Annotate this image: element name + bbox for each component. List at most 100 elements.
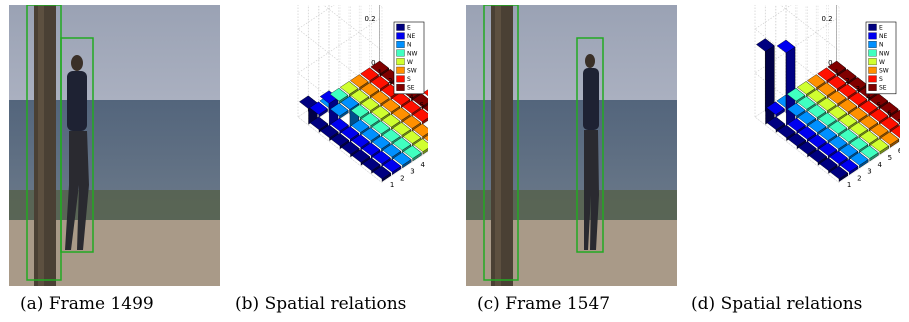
legend-label-SE: SE — [879, 85, 887, 92]
caption-d: (d) Spatial relations — [691, 294, 862, 314]
x-tick-label: 2 — [388, 77, 392, 85]
x-tick-label: 7 — [898, 118, 900, 126]
bar-NW-row5 — [828, 120, 848, 137]
legend-swatch-NW — [396, 49, 405, 57]
bar-W-row6 — [392, 122, 411, 139]
legend-swatch-S — [396, 75, 405, 83]
bar-NE-row8 — [382, 158, 402, 176]
legend-swatch-N — [396, 41, 405, 48]
y-tick-label: 6 — [898, 147, 900, 155]
frame-1547-image — [466, 5, 677, 286]
legend-label-SE: SE — [407, 85, 415, 92]
bar-S-row1 — [360, 67, 379, 84]
bar-NE-row8 — [839, 158, 859, 176]
caption-b-label: (b) — [235, 294, 260, 314]
legend-swatch-N — [868, 41, 877, 48]
bar-SW-row1 — [350, 74, 369, 91]
z-gridline — [297, 0, 383, 95]
spatial-relations-chart-b: 00.20.40.60.81234567812345678ENENNWWSWSS… — [248, 0, 466, 285]
x-tick-label: 1 — [835, 69, 839, 77]
caption-d-text: Spatial relations — [720, 294, 863, 314]
legend: ENE NNW W SWS SE — [393, 21, 425, 95]
legend-label-N: N — [879, 42, 884, 49]
y-tick-label: 1 — [390, 181, 394, 189]
bar-NE-row5 — [351, 134, 370, 151]
x-tick-label: 4 — [409, 93, 414, 101]
bar-W-row1 — [339, 81, 359, 98]
legend-label-E: E — [407, 25, 411, 32]
legend-label-W: W — [879, 59, 885, 66]
y-tick-label: 3 — [867, 168, 871, 176]
legend-label-S: S — [407, 76, 411, 83]
bar-NE-row1 — [766, 101, 785, 118]
caption-a-text: Frame 1499 — [48, 294, 154, 314]
legend-label-NE: NE — [407, 33, 415, 40]
z-tick-label: 0 — [828, 59, 832, 67]
legend-label-NW: NW — [879, 50, 889, 57]
caption-b: (b) Spatial relations — [235, 294, 406, 314]
caption-c-text: Frame 1547 — [505, 294, 611, 314]
caption-d-label: (d) — [691, 294, 716, 314]
legend-swatch-SW — [868, 66, 877, 74]
caption-c-label: (c) — [477, 294, 500, 314]
y-tick-label: 3 — [410, 168, 414, 176]
legend-swatch-S — [868, 75, 877, 83]
bar-N-row4 — [808, 119, 827, 136]
bar-SW-row4 — [838, 98, 858, 116]
legend-swatch-SE — [396, 84, 405, 91]
bar-E-row6 — [808, 149, 828, 166]
bar-E-row1 — [756, 38, 775, 125]
legend-swatch-E — [868, 23, 877, 31]
legend-label-S: S — [879, 76, 883, 83]
legend-label-W: W — [407, 59, 413, 66]
y-tick-label: 2 — [857, 174, 861, 182]
z-gridline — [754, 0, 840, 95]
bar-N-row2 — [330, 102, 349, 120]
legend-swatch-NE — [396, 32, 405, 40]
bars — [756, 0, 909, 182]
bar-SE-row2 — [838, 68, 857, 86]
caption-b-text: Spatial relations — [264, 294, 407, 314]
bar-NE-row4 — [340, 126, 360, 143]
caption-c: (c) Frame 1547 — [477, 294, 610, 314]
bar-SW-row8 — [880, 131, 900, 148]
legend-swatch-NW — [868, 49, 877, 57]
caption-a: (a) Frame 1499 — [20, 294, 154, 314]
z-tick-label: 0 — [371, 59, 375, 67]
y-tick-label: 2 — [400, 174, 404, 182]
legend-label-N: N — [407, 42, 412, 49]
bar-S-row1 — [817, 67, 836, 84]
frame-1499-image — [9, 5, 220, 286]
y-tick-label: 1 — [847, 181, 851, 189]
x-tick-label: 2 — [845, 77, 849, 85]
legend: ENE NNW W SWS SE — [865, 21, 897, 95]
bar-SW-row2 — [817, 82, 837, 99]
legend-label-E: E — [879, 25, 883, 32]
spatial-relations-chart-d: 00.20.40.60.81234567812345678ENENNWWSWSS… — [705, 0, 909, 285]
bar-N-row3 — [797, 111, 816, 128]
legend-swatch-W — [868, 58, 877, 66]
y-tick-label: 4 — [420, 161, 425, 169]
legend-swatch-W — [396, 58, 405, 66]
bar-NE-row1 — [309, 101, 328, 118]
z-gridline — [773, 0, 840, 51]
bar-SE-row5 — [869, 93, 888, 110]
legend-swatch-SE — [868, 84, 877, 91]
legend-label-SW: SW — [407, 68, 417, 75]
bar-SE-row1 — [370, 60, 389, 77]
legend-label-SW: SW — [879, 68, 889, 75]
x-tick-label: 5 — [420, 102, 424, 110]
legend-swatch-SW — [396, 66, 405, 74]
legend-swatch-E — [396, 23, 405, 31]
x-tick-label: 1 — [378, 69, 382, 77]
bar-NE-row3 — [787, 117, 806, 135]
y-tick-label: 5 — [888, 154, 892, 162]
bar-E-row8 — [829, 165, 849, 182]
z-gridline — [316, 0, 383, 51]
x-tick-label: 5 — [877, 102, 881, 110]
x-tick-label: 3 — [856, 85, 860, 93]
bar-N-row6 — [829, 135, 848, 152]
bar-NW-row8 — [403, 145, 422, 162]
legend-label-NE: NE — [879, 33, 887, 40]
bar-SW-row2 — [360, 82, 380, 99]
